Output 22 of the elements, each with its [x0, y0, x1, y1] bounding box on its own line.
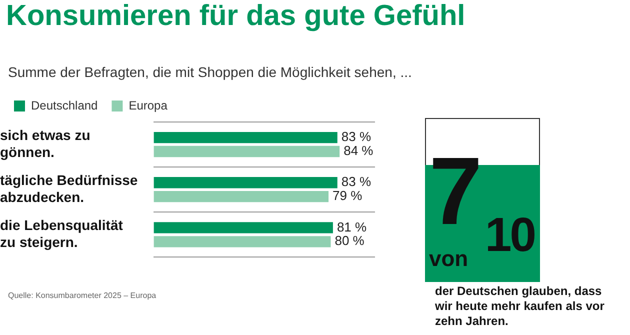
chart-title: Konsumieren für das gute Gefühl: [6, 0, 466, 33]
data-label: 79 %: [332, 188, 363, 204]
text: der Deutschen glauben, dass wir heute mehr kaufen als vor zehn Jahren.: [435, 284, 606, 329]
y-tick-label: tägliche Bedürfnisse abzudecken.: [0, 172, 138, 205]
data-label: 83 %: [341, 174, 372, 190]
bar: [154, 132, 338, 144]
bar: [154, 222, 333, 234]
data-label: 83 %: [341, 129, 372, 144]
legend-label: Deutschland: [31, 98, 98, 112]
data-label: 81 %: [336, 219, 368, 234]
y-tick-label: sich etwas zu gönnen.: [0, 126, 90, 160]
bar: [154, 177, 338, 188]
source-note: Quelle: Konsumbarometer 2025 – Europa: [8, 291, 156, 300]
data-label: 80 %: [334, 233, 365, 248]
text: 7 von 10: [429, 138, 534, 272]
bar: [154, 190, 329, 202]
y-tick-label: die Lebensqualität zu steigern.: [0, 217, 124, 250]
chart-subtitle: Summe der Befragten, die mit Shoppen die Möglichkeit sehen, ...: [8, 64, 412, 80]
bar: [154, 236, 331, 248]
bar: [154, 146, 340, 158]
data-label: 84 %: [344, 143, 374, 158]
legend-label: Europa: [128, 98, 168, 112]
